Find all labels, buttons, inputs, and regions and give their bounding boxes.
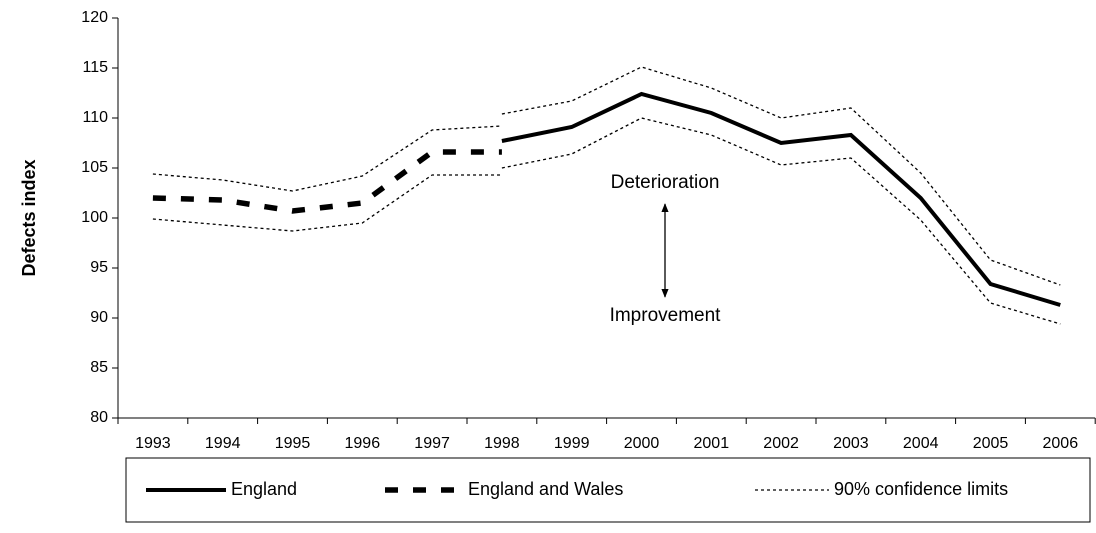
- y-tick-label: 80: [90, 409, 108, 426]
- x-tick-label: 2000: [624, 435, 660, 452]
- x-tick-label: 2005: [973, 435, 1009, 452]
- x-tick-label: 1997: [414, 435, 450, 452]
- line-series: [501, 91, 1061, 307]
- x-tick-label: 1993: [135, 435, 171, 452]
- y-axis-label: Defects index: [19, 159, 39, 276]
- x-tick-label: 2002: [763, 435, 799, 452]
- legend-label: 90% confidence limits: [834, 479, 1008, 499]
- y-tick-label: 105: [81, 159, 108, 176]
- line-series: [152, 149, 502, 214]
- y-tick-label: 95: [90, 259, 108, 276]
- annotation: Improvement: [610, 305, 722, 326]
- y-tick-label: 85: [90, 359, 108, 376]
- y-tick-label: 90: [90, 309, 108, 326]
- confidence-line: [152, 125, 502, 192]
- annotation: Deterioration: [611, 172, 720, 193]
- y-tick-label: 100: [81, 209, 108, 226]
- x-tick-label: 1998: [484, 435, 520, 452]
- y-tick-label: 110: [82, 109, 108, 126]
- confidence-line: [501, 117, 1061, 325]
- legend-label: England: [231, 479, 297, 499]
- x-tick-label: 2006: [1043, 435, 1079, 452]
- y-tick-label: 120: [81, 9, 108, 26]
- y-tick-label: 115: [82, 59, 108, 76]
- confidence-line: [501, 66, 1061, 286]
- x-tick-label: 1996: [345, 435, 381, 452]
- confidence-line: [152, 174, 502, 232]
- x-tick-label: 2004: [903, 435, 939, 452]
- legend-box: [125, 457, 1091, 523]
- legend-label: England and Wales: [468, 479, 623, 499]
- x-tick-label: 2003: [833, 435, 869, 452]
- x-tick-label: 1994: [205, 435, 241, 452]
- x-tick-label: 2001: [694, 435, 730, 452]
- x-tick-label: 1995: [275, 435, 311, 452]
- x-tick-label: 1999: [554, 435, 590, 452]
